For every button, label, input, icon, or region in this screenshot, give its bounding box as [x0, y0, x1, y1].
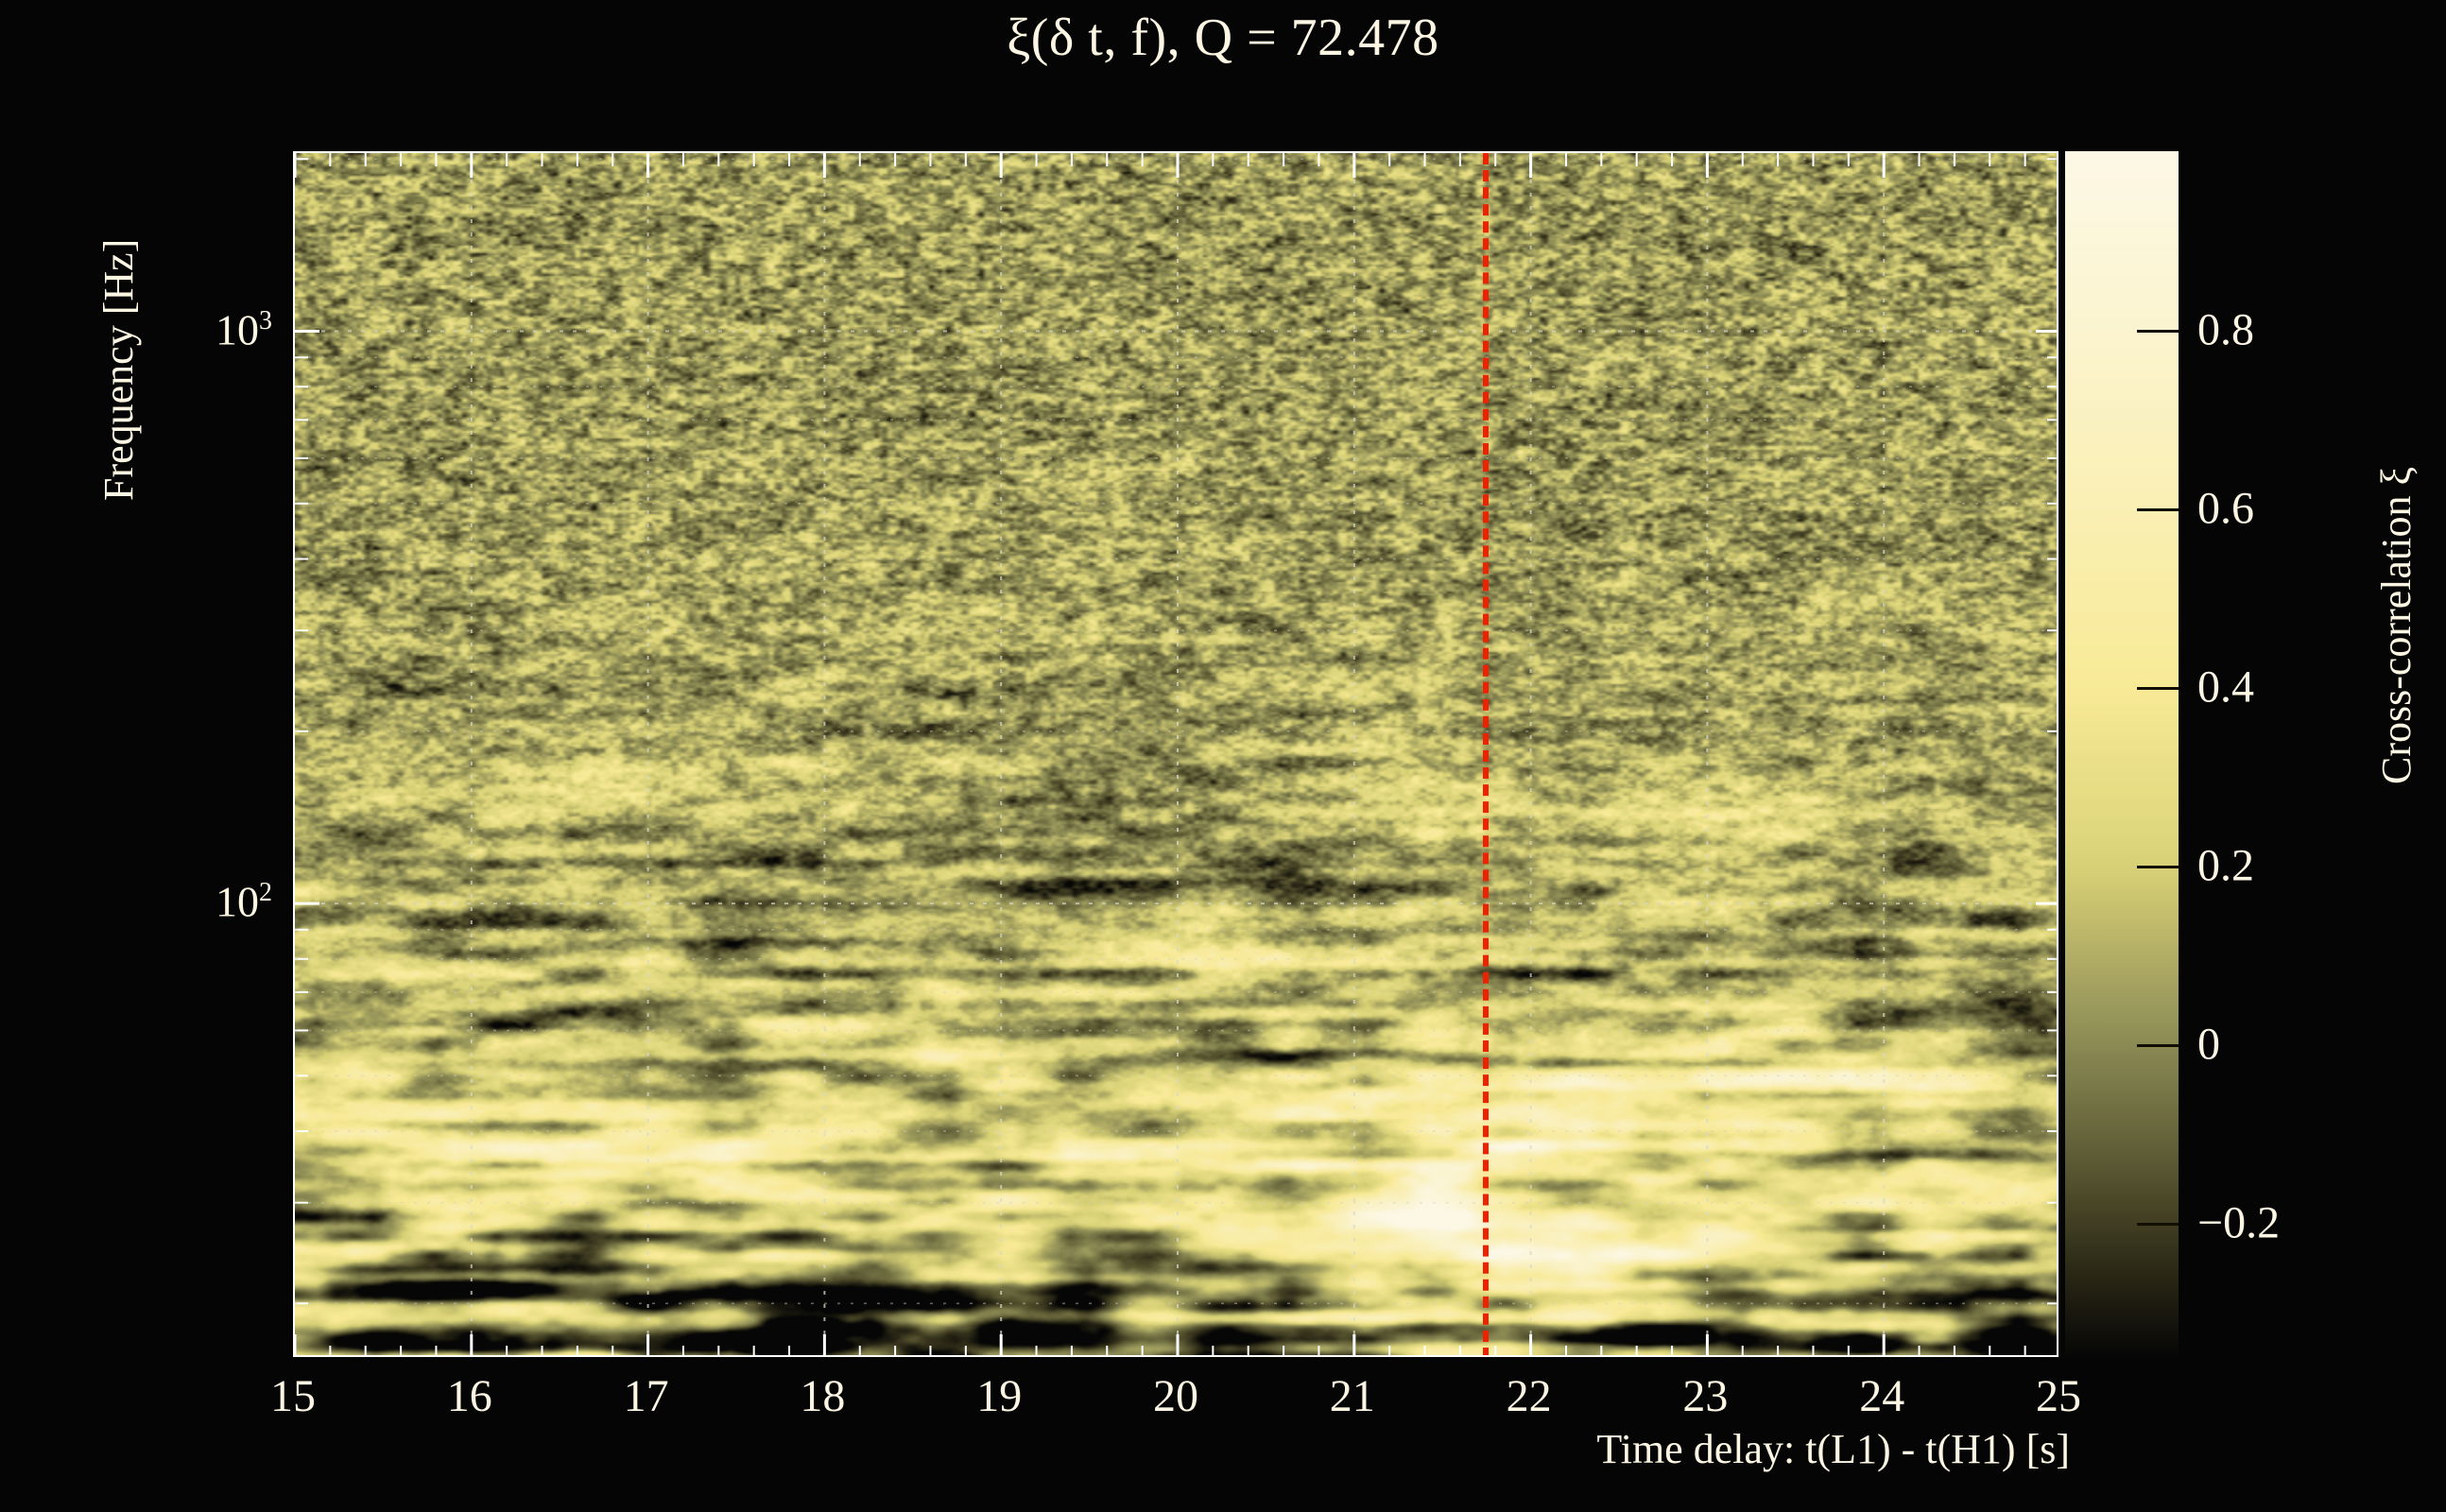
colorbar-tick	[2137, 1223, 2179, 1227]
x-axis-tick-label: 24	[1859, 1371, 1905, 1421]
colorbar-tick-label: 0.8	[2197, 304, 2254, 355]
colorbar-tick-label: 0	[2197, 1019, 2220, 1070]
colorbar-tick	[2137, 508, 2179, 512]
y-axis-tick-label: 102	[215, 877, 272, 926]
y-axis-tick-label: 103	[215, 305, 272, 354]
x-axis-tick-label: 18	[800, 1371, 846, 1421]
colorbar-tick-label: 0.6	[2197, 483, 2254, 534]
colorbar-tick-label: −0.2	[2197, 1197, 2281, 1248]
x-axis-title: Time delay: t(L1) - t(H1) [s]	[1596, 1426, 2070, 1472]
colorbar-tick	[2137, 866, 2179, 869]
colorbar-tick	[2137, 1044, 2179, 1048]
colorbar-tick	[2137, 330, 2179, 334]
x-axis-tick-label: 25	[2036, 1371, 2081, 1421]
x-axis-tick-label: 16	[446, 1371, 492, 1421]
y-axis-title: Frequency [Hz]	[95, 238, 142, 501]
colorbar-tick	[2137, 687, 2179, 691]
x-axis-tick-label: 15	[270, 1371, 316, 1421]
colorbar-tick-label: 0.4	[2197, 662, 2254, 713]
colorbar[interactable]	[2065, 151, 2179, 1357]
page-title: ξ(δ t, f), Q = 72.478	[1007, 9, 1439, 67]
colorbar-title: Cross-correlation ξ	[2373, 466, 2420, 784]
plot-area[interactable]	[293, 151, 2058, 1357]
x-axis-tick-label: 21	[1329, 1371, 1375, 1421]
colorbar-gradient	[2065, 151, 2179, 1357]
colorbar-tick-label: 0.2	[2197, 840, 2254, 891]
x-axis-tick-label: 19	[976, 1371, 1023, 1421]
x-axis-tick-label: 22	[1506, 1371, 1552, 1421]
x-axis-tick-label: 23	[1682, 1371, 1729, 1421]
spectrogram-image	[295, 153, 2057, 1355]
x-axis-tick-label: 17	[623, 1371, 669, 1421]
x-axis-tick-label: 20	[1153, 1371, 1198, 1421]
